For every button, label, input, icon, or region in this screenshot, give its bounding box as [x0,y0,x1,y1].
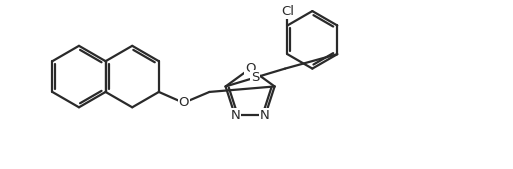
Text: N: N [260,109,269,122]
Text: Cl: Cl [281,5,294,18]
Text: S: S [251,71,260,84]
Text: O: O [179,96,189,109]
Text: N: N [231,109,241,122]
Text: O: O [245,62,255,75]
